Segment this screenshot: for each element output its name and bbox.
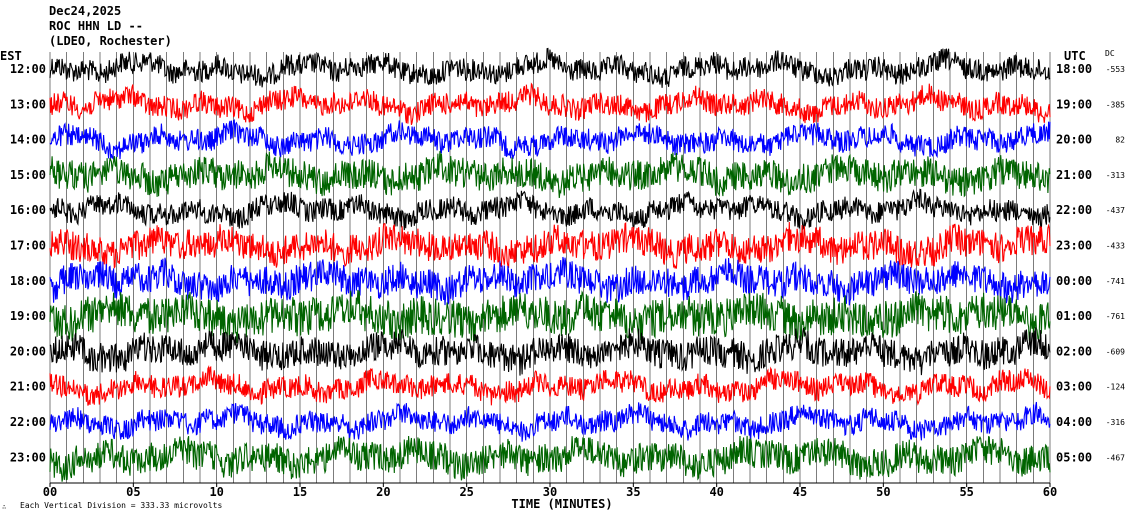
x-tick-label: 60 [1043,485,1057,499]
trace-row-1300 [49,82,1051,126]
dc-offset-value: -124 [1106,383,1125,392]
x-tick-label: 20 [376,485,390,499]
trace-row-1700 [49,221,1051,270]
dc-offset-value: -553 [1106,65,1125,74]
trace-row-1400 [49,119,1051,160]
est-hour-label: 16:00 [10,203,46,217]
dc-offset-value: 82 [1115,136,1125,145]
corner-mark-icon: ∴ [2,503,6,511]
trace-row-1800 [49,256,1051,306]
utc-hour-label: 02:00 [1056,344,1092,358]
station-code: ROC HHN LD -- [49,19,143,33]
trace-row-2200 [49,401,1051,442]
trace-row-2000 [49,327,1051,376]
trace-row-1200 [49,47,1051,88]
plot-date: Dec24,2025 [49,4,122,18]
dc-offset-value: -761 [1106,312,1125,321]
est-hour-label: 12:00 [10,62,46,76]
utc-hour-label: 01:00 [1056,309,1092,323]
utc-hour-label: 19:00 [1056,97,1092,111]
x-tick-label: 55 [959,485,973,499]
utc-hour-label: 20:00 [1056,133,1092,147]
x-tick-label: 40 [709,485,723,499]
dc-offset-value: -741 [1106,277,1125,286]
x-tick-label: 45 [793,485,807,499]
x-tick-label: 05 [126,485,140,499]
utc-hour-label: 21:00 [1056,168,1092,182]
dc-offset-value: -313 [1106,171,1125,180]
dc-offset-value: -385 [1106,100,1125,109]
trace-row-2100 [49,364,1051,406]
vertical-scale-note: Each Vertical Division = 333.33 microvol… [20,501,222,510]
utc-hour-label: 00:00 [1056,274,1092,288]
x-tick-label: 15 [293,485,307,499]
x-tick-label: 10 [209,485,223,499]
est-hour-label: 18:00 [10,274,46,288]
dc-offset-value: -433 [1106,242,1125,251]
dc-offset-value: -467 [1106,453,1125,462]
utc-hour-label: 05:00 [1056,450,1092,464]
x-axis-label: TIME (MINUTES) [511,497,612,511]
est-hour-label: 17:00 [10,239,46,253]
trace-row-1600 [49,188,1051,231]
est-hour-label: 23:00 [10,450,46,464]
dc-offset-value: -437 [1106,206,1125,215]
est-hour-label: 21:00 [10,380,46,394]
est-hour-label: 13:00 [10,97,46,111]
right-timezone-label: UTC [1064,49,1086,63]
left-timezone-label: EST [0,49,22,63]
est-hour-label: 15:00 [10,168,46,182]
utc-hour-label: 23:00 [1056,239,1092,253]
dc-offset-value: -609 [1106,347,1125,356]
est-hour-label: 14:00 [10,133,46,147]
utc-hour-label: 04:00 [1056,415,1092,429]
trace-row-1500 [49,150,1051,199]
dc-column-header: DC [1105,49,1115,58]
x-tick-label: 25 [459,485,473,499]
utc-hour-label: 22:00 [1056,203,1092,217]
utc-hour-label: 18:00 [1056,62,1092,76]
est-hour-label: 20:00 [10,344,46,358]
dc-offset-value: -316 [1106,418,1125,427]
trace-row-1900 [49,289,1051,344]
est-hour-label: 22:00 [10,415,46,429]
x-tick-label: 00 [43,485,57,499]
utc-hour-label: 03:00 [1056,380,1092,394]
trace-row-2300 [49,435,1051,482]
x-tick-label: 30 [543,485,557,499]
est-hour-label: 19:00 [10,309,46,323]
x-tick-label: 35 [626,485,640,499]
x-tick-label: 50 [876,485,890,499]
network-name: (LDEO, Rochester) [49,34,172,48]
